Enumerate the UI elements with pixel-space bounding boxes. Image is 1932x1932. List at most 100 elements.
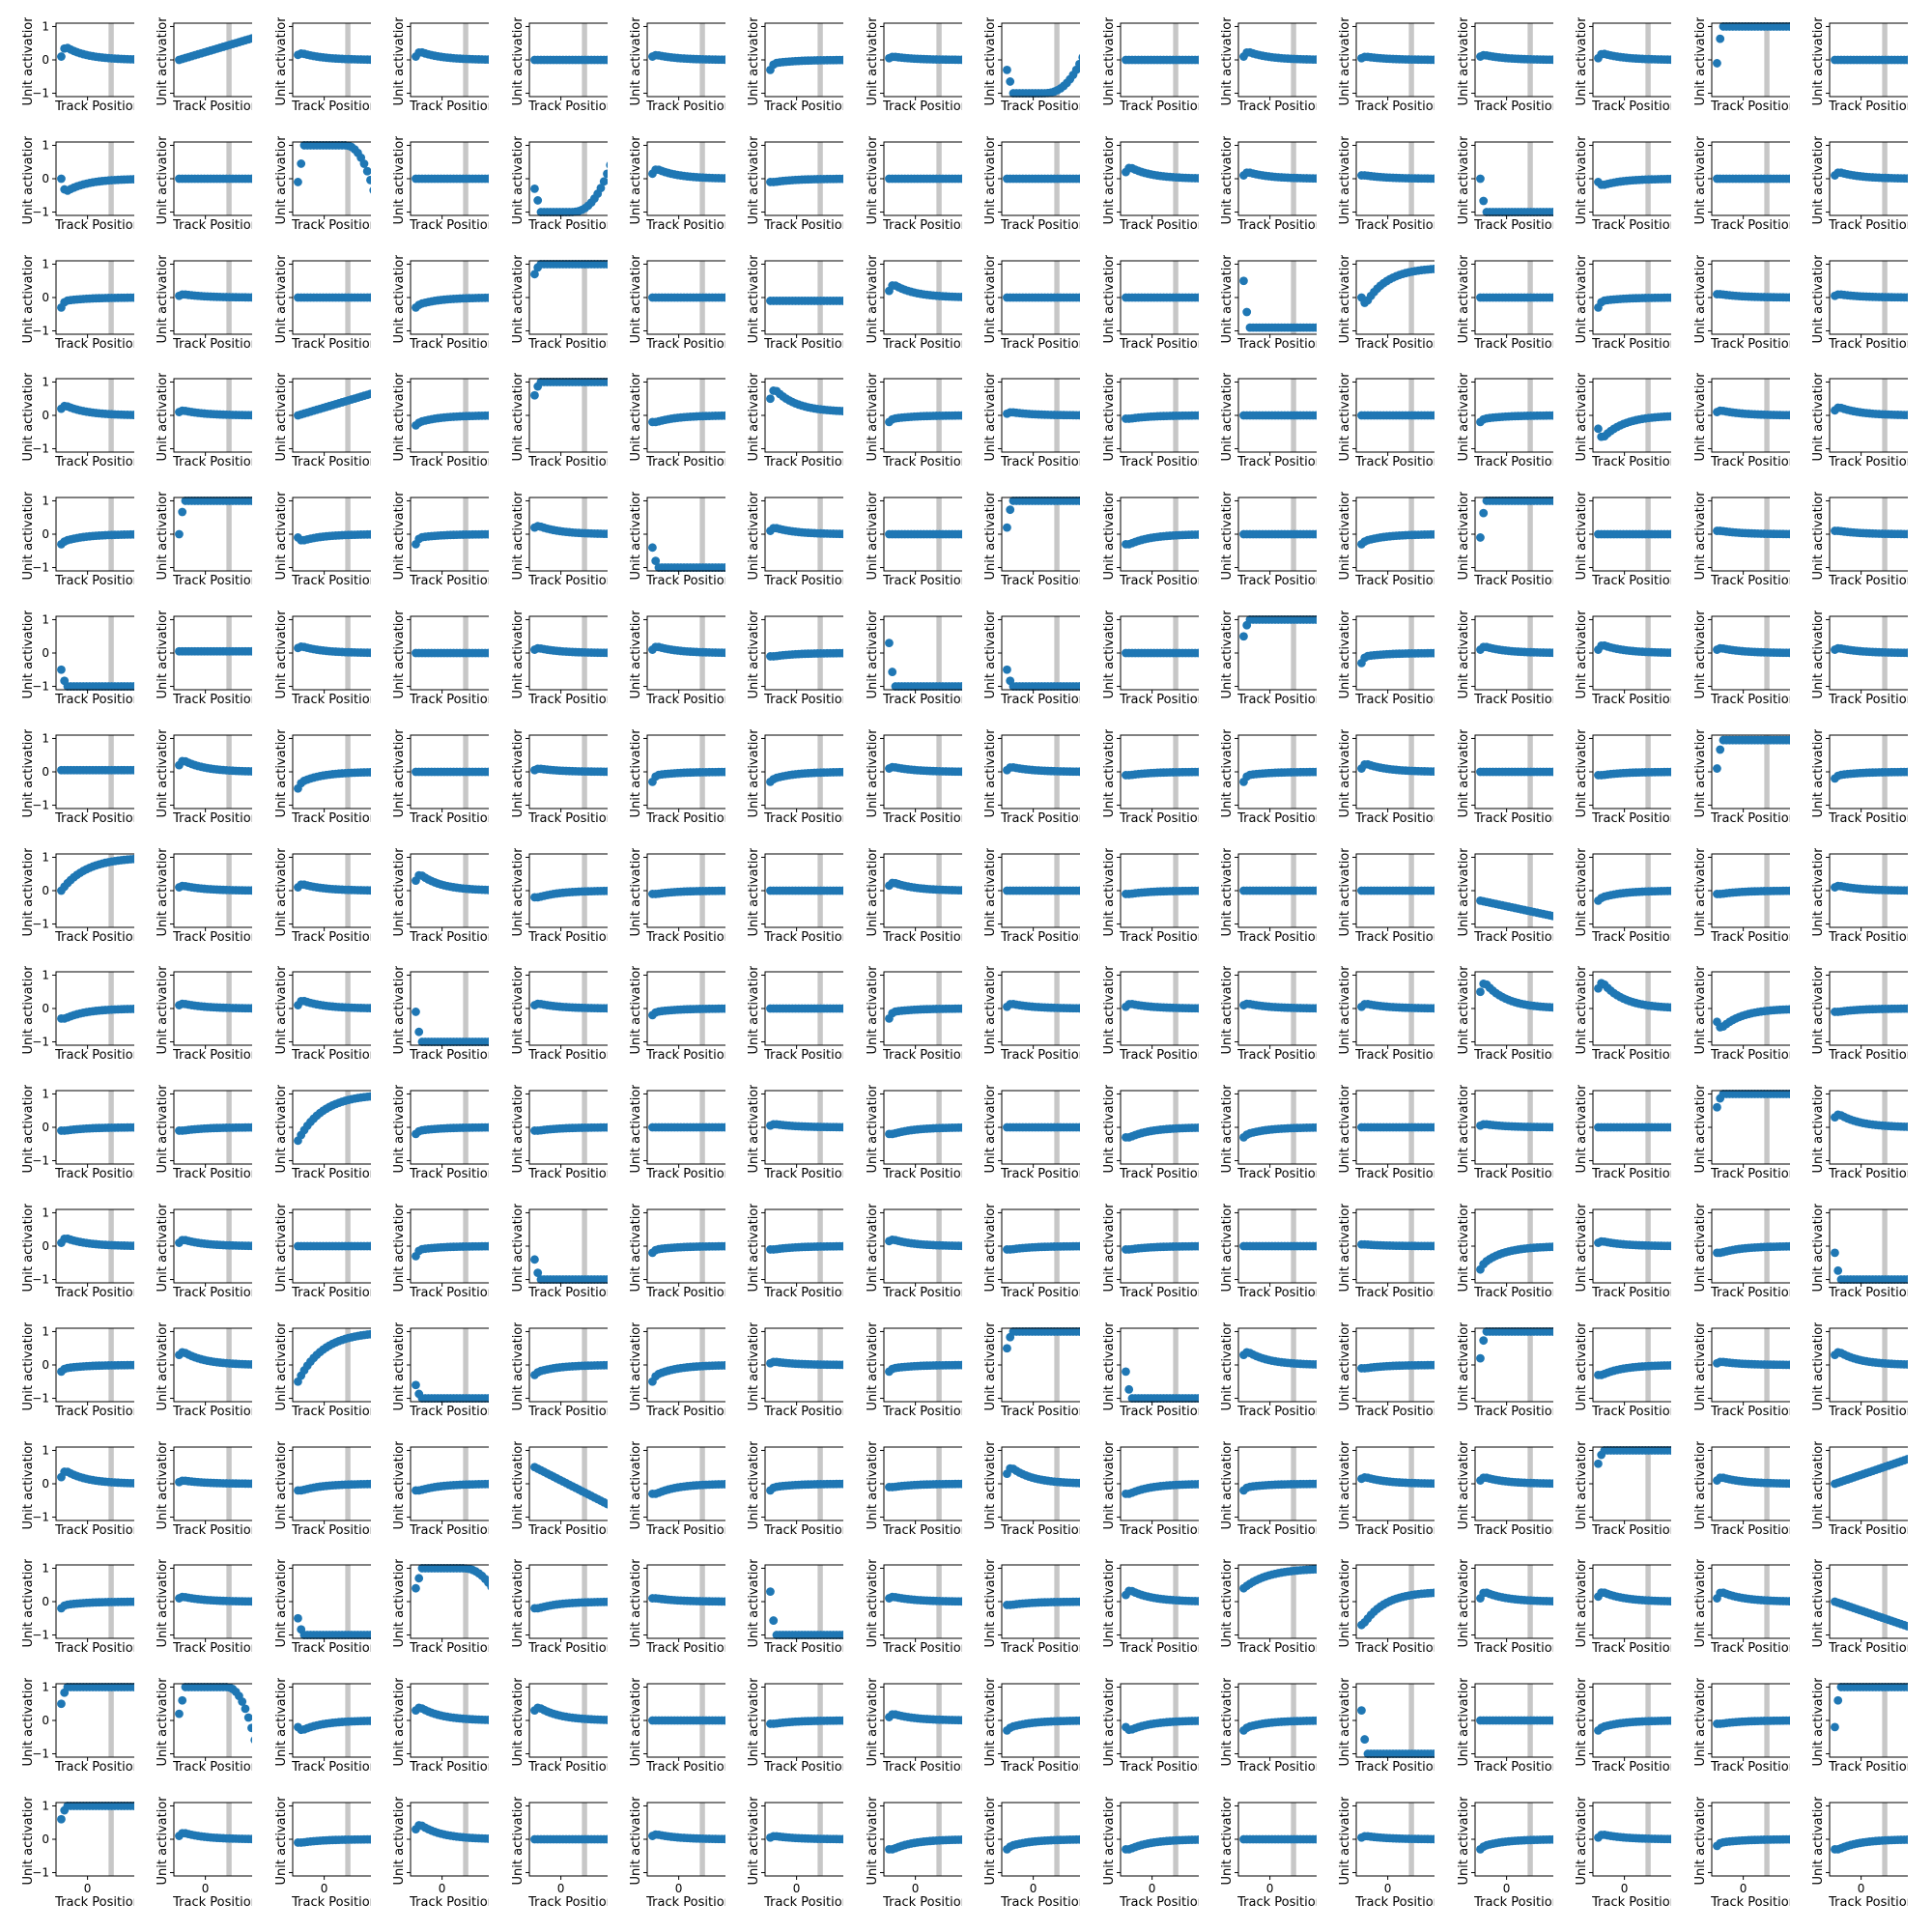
subplot: −1 0 1 Track Position Unit activation [14, 136, 134, 257]
axes-frame [1474, 497, 1553, 572]
activation-point [1312, 529, 1317, 539]
x-axis-label: Track Position [409, 930, 489, 945]
subplot: Track Position Unit activation [250, 255, 371, 376]
reward-zone-band [1291, 260, 1296, 334]
y-tick-label: 1 [42, 495, 49, 508]
activation-point [1196, 531, 1199, 538]
activation-point [724, 1006, 725, 1012]
reward-zone-band [345, 379, 351, 453]
subplot: Track Position Unit activation [1787, 729, 1908, 850]
activation-point [247, 174, 253, 184]
subplot: Track Position Unit activation [487, 729, 608, 850]
activation-point [1078, 497, 1081, 505]
y-axis-label: Unit activation [629, 373, 643, 461]
subplot: Track Position Unit activation [959, 729, 1081, 850]
activation-point [838, 767, 844, 777]
activation-point [724, 412, 725, 420]
subplot: Track Position Unit activation [1669, 373, 1790, 494]
x-axis-label: Track Position [54, 337, 134, 352]
activation-point [247, 646, 253, 656]
activation-point [1433, 530, 1435, 538]
activation-point [841, 297, 844, 304]
subplot: Track Position Unit activation [723, 611, 844, 731]
x-axis-label: Track Position [1355, 811, 1435, 826]
activation-point [724, 649, 725, 657]
activation-point [132, 530, 134, 538]
x-axis-label: Track Position [764, 218, 844, 233]
subplot: Track Position Unit activation [1314, 492, 1435, 612]
y-axis-label: Unit activation [274, 966, 289, 1054]
x-axis-label: Track Position [409, 693, 489, 707]
subplot: Track Position Unit activation [250, 136, 371, 257]
y-axis-label: Unit activation [629, 492, 643, 580]
y-tick-label: 0 [42, 646, 49, 660]
y-axis-label: Unit activation [274, 611, 289, 698]
y-axis-label: Unit activation [1457, 136, 1471, 224]
subplot: Track Position Unit activation [1196, 492, 1317, 612]
subplot: −1 0 1 Track Position Unit activation [14, 966, 134, 1087]
subplot: Track Position Unit activation [723, 966, 844, 1087]
subplot: Track Position Unit activation [250, 611, 371, 731]
y-tick-label: −1 [32, 1036, 49, 1049]
subplot: Track Position Unit activation [1078, 492, 1199, 612]
x-axis-label: Track Position [1000, 99, 1080, 114]
x-axis-label: Track Position [1119, 811, 1199, 826]
activation-point [605, 887, 608, 895]
activation-point [1312, 767, 1317, 777]
x-axis-label: Track Position [1828, 337, 1908, 352]
y-axis-label: Unit activation [274, 136, 289, 224]
y-axis-label: Unit activation [511, 611, 526, 698]
activation-point [1075, 59, 1081, 69]
y-axis-label: Unit activation [511, 966, 526, 1054]
activation-point [529, 391, 539, 401]
y-axis-label: Unit activation [1457, 729, 1471, 817]
activation-point [1906, 768, 1908, 776]
x-axis-label: Track Position [173, 693, 253, 707]
subplot: Track Position Unit activation [1433, 611, 1553, 731]
activation-point [721, 293, 725, 301]
reward-zone-band [1527, 497, 1533, 572]
activation-point [1430, 174, 1435, 184]
subplot: Track Position Unit activation [250, 492, 371, 612]
activation-point [956, 682, 962, 691]
activation-point [1475, 174, 1485, 184]
y-tick-label: 1 [42, 138, 49, 152]
y-axis-label: Unit activation [1338, 492, 1352, 580]
activation-point [1906, 412, 1908, 419]
activation-point [1548, 767, 1553, 777]
reward-zone-band [699, 497, 705, 572]
x-axis-label: Track Position [1828, 99, 1908, 114]
subplot: Track Position Unit activation [1669, 611, 1790, 731]
activation-point [1551, 497, 1553, 505]
activation-point [132, 56, 134, 63]
x-axis-label: Track Position [1828, 930, 1908, 945]
subplot: Track Position Unit activation [1078, 729, 1199, 850]
reward-zone-band [936, 616, 942, 690]
subplot: Track Position Unit activation [605, 729, 725, 850]
activation-point [1312, 55, 1317, 65]
activation-point [1903, 648, 1908, 658]
y-axis-label: Unit activation [392, 729, 407, 817]
subplot: Track Position Unit activation [1433, 848, 1553, 969]
y-axis-label: Unit activation [1811, 17, 1826, 105]
activation-point [648, 543, 657, 553]
x-axis-label: Track Position [54, 574, 134, 588]
activation-point [956, 292, 962, 301]
subplot: Track Position Unit activation [959, 373, 1081, 494]
subplot: Track Position Unit activation [1078, 255, 1199, 376]
y-axis-label: Unit activation [1102, 255, 1117, 343]
